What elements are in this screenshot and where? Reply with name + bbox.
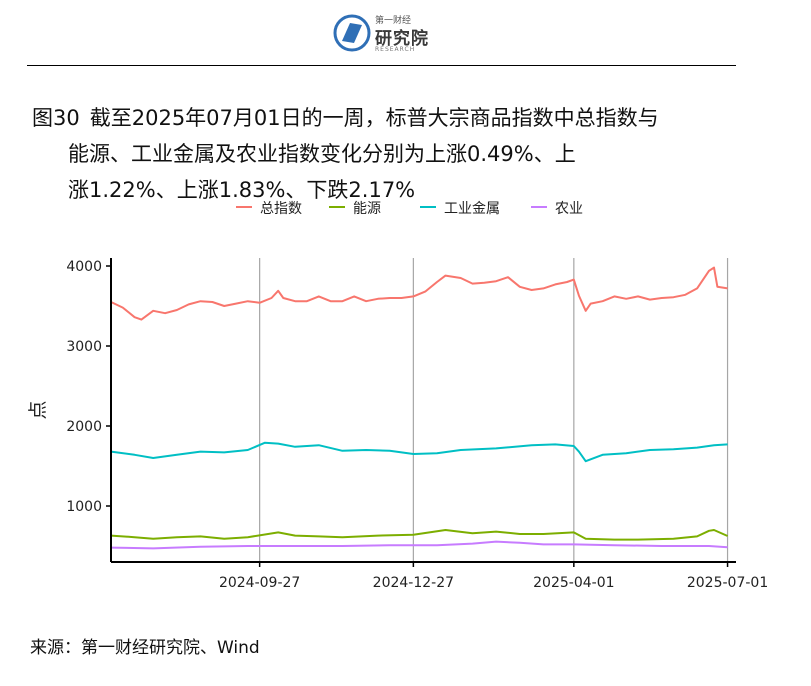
chart-grid	[259, 258, 729, 562]
caption-line-2: 能源、工业金属及农业指数变化分别为上涨0.49%、上	[68, 142, 576, 166]
figure-number: 图30	[32, 106, 80, 130]
y-tick-label: 2000	[66, 419, 102, 435]
figure-caption: 图30 截至2025年07月01日的一周，标普大宗商品指数中总指数与 能源、工业金…	[32, 100, 752, 208]
x-tick-label: 2024-12-27	[373, 575, 454, 591]
chart-legend: 总指数 能源 工业金属 农业	[236, 201, 583, 217]
series-line-3	[110, 441, 728, 463]
legend-label-1: 总指数	[260, 201, 302, 217]
logo-text-top: 第一财经	[375, 16, 412, 26]
x-tick-label: 2024-09-27	[219, 575, 300, 591]
caption-line-1: 图30 截至2025年07月01日的一周，标普大宗商品指数中总指数与	[32, 106, 659, 130]
logo-text-main: 研究院	[375, 29, 429, 49]
y-axis-title: 点	[27, 400, 49, 419]
legend-label-4: 农业	[555, 201, 583, 217]
series-line-1	[110, 266, 728, 321]
series-line-4	[110, 540, 728, 550]
series-line-2	[110, 529, 729, 541]
line-chart: 总指数 能源 工业金属 农业 1000 2000 3000 4000 2024-09-27 20…	[27, 201, 768, 591]
source-note: 来源：第一财经研究院、Wind	[30, 638, 260, 658]
chart-series	[110, 266, 729, 550]
y-tick-label: 3000	[66, 339, 102, 355]
x-tick-label: 2025-04-01	[533, 575, 614, 591]
caption-line-3: 涨1.22%、上涨1.83%、下跌2.17%	[68, 178, 416, 202]
legend-label-3: 工业金属	[444, 201, 500, 217]
y-tick-label: 1000	[66, 499, 102, 515]
x-tick-label: 2025-07-01	[687, 575, 768, 591]
logo-text-sub: RESEARCH	[375, 46, 416, 53]
legend-label-2: 能源	[353, 201, 381, 217]
logo: 第一财经 研究院 RESEARCH	[333, 10, 443, 56]
logo-icon	[333, 14, 371, 52]
chart-axes: 1000 2000 3000 4000 2024-09-27 2024-12-27 2025…	[27, 258, 768, 591]
y-tick-label: 4000	[66, 259, 102, 275]
header-divider	[27, 65, 736, 66]
